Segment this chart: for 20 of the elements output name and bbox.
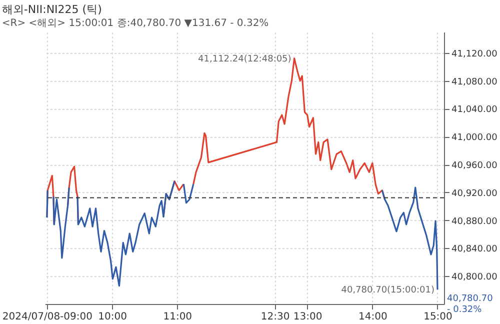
y-tick-label: 40,920.00 [452, 188, 498, 199]
annotation: 41,112.24(12:48:05) [198, 54, 292, 64]
chart-subtitle: <R> <해외> 15:00:01 종:40,780.70 ▼131.67 - 0.32% [2, 18, 269, 29]
x-tick-label: 10:00 [98, 312, 127, 322]
x-tick-label: 12:30 [260, 312, 290, 322]
x-tick-label: 11:00 [163, 312, 192, 322]
y-tick-label: 41,040.00 [452, 105, 498, 116]
y-tick-label: 40,800.00 [452, 272, 498, 283]
y-tick-label: 40,960.00 [452, 161, 498, 172]
y-tick-label: 41,000.00 [452, 133, 498, 144]
y-tick-label: 40,840.00 [452, 244, 498, 255]
y-tick-label: 40,880.00 [452, 216, 498, 227]
annotation: 40,780.70(15:00:01) [341, 286, 434, 296]
y-tick-label: 41,120.00 [452, 49, 498, 60]
y-tick-label: 41,080.00 [452, 77, 498, 88]
x-tick-label: 14:00 [358, 312, 388, 322]
x-tick-label: 15:00 [424, 312, 452, 322]
chart-title: 해외-NII:NI225 (틱) [2, 3, 102, 16]
x-tick-label: 2024/07/08-09:00 [2, 312, 92, 322]
x-tick-label: 13:00 [293, 312, 322, 322]
